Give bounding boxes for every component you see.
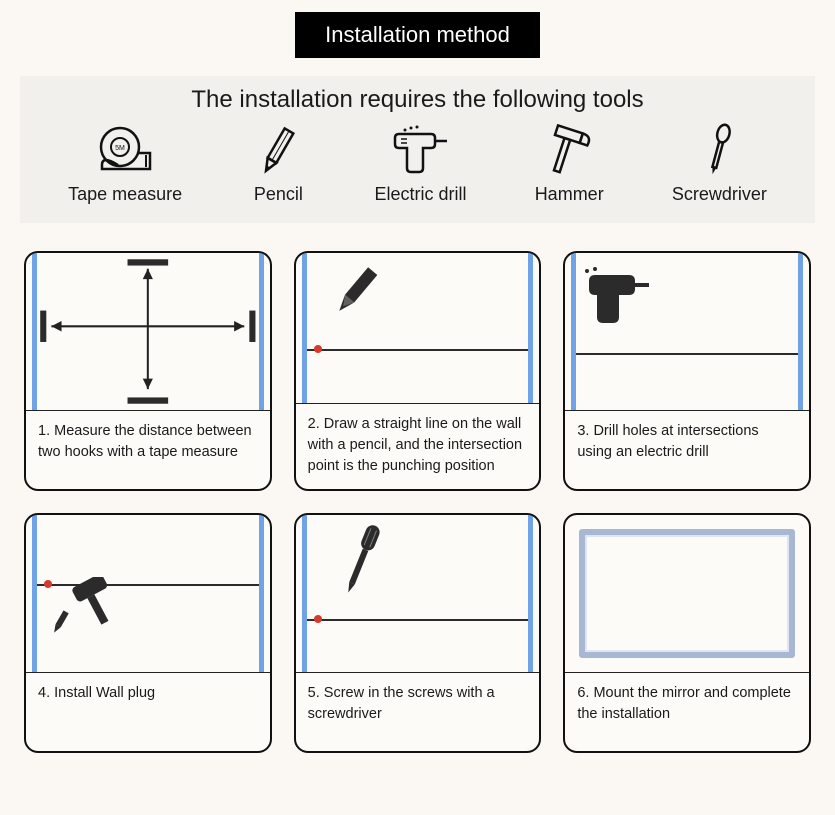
screwdriver-dark-icon <box>336 521 386 601</box>
tape-badge: 5M <box>115 145 125 152</box>
step-3-illustration <box>565 253 809 411</box>
red-dot-icon <box>44 580 52 588</box>
title-text: Installation method <box>325 22 510 47</box>
tools-panel: The installation requires the following … <box>20 76 815 223</box>
tool-drill: Electric drill <box>375 122 467 205</box>
tool-label: Tape measure <box>68 184 182 205</box>
tool-label: Hammer <box>535 184 604 205</box>
tool-screwdriver: Screwdriver <box>672 122 767 205</box>
tool-label: Pencil <box>254 184 303 205</box>
tools-heading: The installation requires the following … <box>34 86 801 114</box>
step-6-illustration <box>565 515 809 673</box>
drill-dark-icon <box>579 267 653 327</box>
steps-grid: 1. Measure the distance between two hook… <box>20 251 815 753</box>
step-card-1: 1. Measure the distance between two hook… <box>24 251 272 491</box>
tool-pencil: Pencil <box>250 122 306 205</box>
guide-line <box>307 349 529 351</box>
step-caption: 4. Install Wall plug <box>26 673 270 751</box>
tool-hammer: Hammer <box>535 122 604 205</box>
guide-line <box>576 353 798 355</box>
step-4-illustration <box>26 515 270 673</box>
tools-row: 5M Tape measure Pencil <box>34 122 801 205</box>
step-card-3: 3. Drill holes at intersections using an… <box>563 251 811 491</box>
step-card-5: 5. Screw in the screws with a screwdrive… <box>294 513 542 753</box>
screwdriver-icon <box>691 122 747 178</box>
red-dot-icon <box>314 615 322 623</box>
step-caption: 3. Drill holes at intersections using an… <box>565 411 809 489</box>
step-caption: 6. Mount the mirror and complete the ins… <box>565 673 809 751</box>
pencil-dark-icon <box>326 261 386 321</box>
measure-diagram-icon <box>26 253 270 410</box>
step-card-4: 4. Install Wall plug <box>24 513 272 753</box>
step-1-illustration <box>26 253 270 411</box>
tool-tape-measure: 5M Tape measure <box>68 122 182 205</box>
mirror-icon <box>579 529 795 658</box>
step-card-2: 2. Draw a straight line on the wall with… <box>294 251 542 491</box>
hammer-icon <box>541 122 597 178</box>
step-5-illustration <box>296 515 540 673</box>
tool-label: Electric drill <box>375 184 467 205</box>
step-2-illustration <box>296 253 540 404</box>
title-banner: Installation method <box>295 12 540 58</box>
red-dot-icon <box>314 345 322 353</box>
tape-measure-icon: 5M <box>97 122 153 178</box>
drill-icon <box>393 122 449 178</box>
step-caption: 5. Screw in the screws with a screwdrive… <box>296 673 540 751</box>
guide-line <box>307 619 529 621</box>
hammer-plug-icon <box>52 577 132 637</box>
step-caption: 2. Draw a straight line on the wall with… <box>296 404 540 489</box>
tool-label: Screwdriver <box>672 184 767 205</box>
pencil-icon <box>250 122 306 178</box>
step-card-6: 6. Mount the mirror and complete the ins… <box>563 513 811 753</box>
step-caption: 1. Measure the distance between two hook… <box>26 411 270 489</box>
